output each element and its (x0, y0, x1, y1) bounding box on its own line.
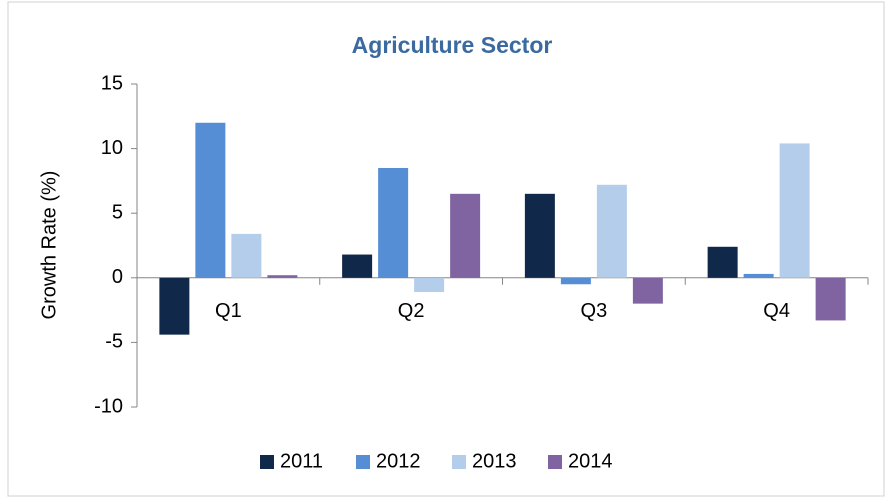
x-tick-label: Q4 (763, 300, 790, 322)
bar (779, 143, 810, 278)
bar (414, 277, 445, 293)
x-tick-label: Q3 (581, 300, 608, 322)
legend-label: 2012 (376, 450, 421, 472)
bar (560, 277, 591, 285)
legend-swatch (356, 455, 370, 469)
y-tick-label: 5 (112, 201, 123, 223)
bar (159, 277, 190, 335)
chart-title: Agriculture Sector (352, 32, 553, 58)
bar (450, 193, 481, 278)
bar (596, 184, 627, 278)
x-tick-label: Q2 (398, 300, 425, 322)
y-tick-label: 15 (101, 72, 123, 94)
bar (743, 273, 774, 278)
y-tick-label: -10 (94, 395, 123, 417)
bar (342, 254, 373, 278)
y-axis-label: Growth Rate (%) (38, 171, 60, 320)
x-tick-label: Q1 (215, 300, 242, 322)
y-tick-label: 10 (101, 137, 123, 159)
y-tick-label: -5 (105, 331, 123, 353)
legend-swatch (260, 455, 274, 469)
bar (707, 246, 738, 278)
legend-swatch (452, 455, 466, 469)
bar (231, 233, 262, 278)
bar (378, 167, 409, 278)
legend-label: 2014 (568, 450, 613, 472)
y-tick-label: 0 (112, 266, 123, 288)
legend-swatch (548, 455, 562, 469)
bar (815, 277, 846, 321)
legend-label: 2013 (472, 450, 517, 472)
bar (195, 122, 226, 278)
legend-label: 2011 (280, 450, 323, 472)
bar (632, 277, 663, 304)
bar (524, 193, 555, 278)
chart-border (7, 1, 885, 497)
bar (267, 275, 298, 278)
